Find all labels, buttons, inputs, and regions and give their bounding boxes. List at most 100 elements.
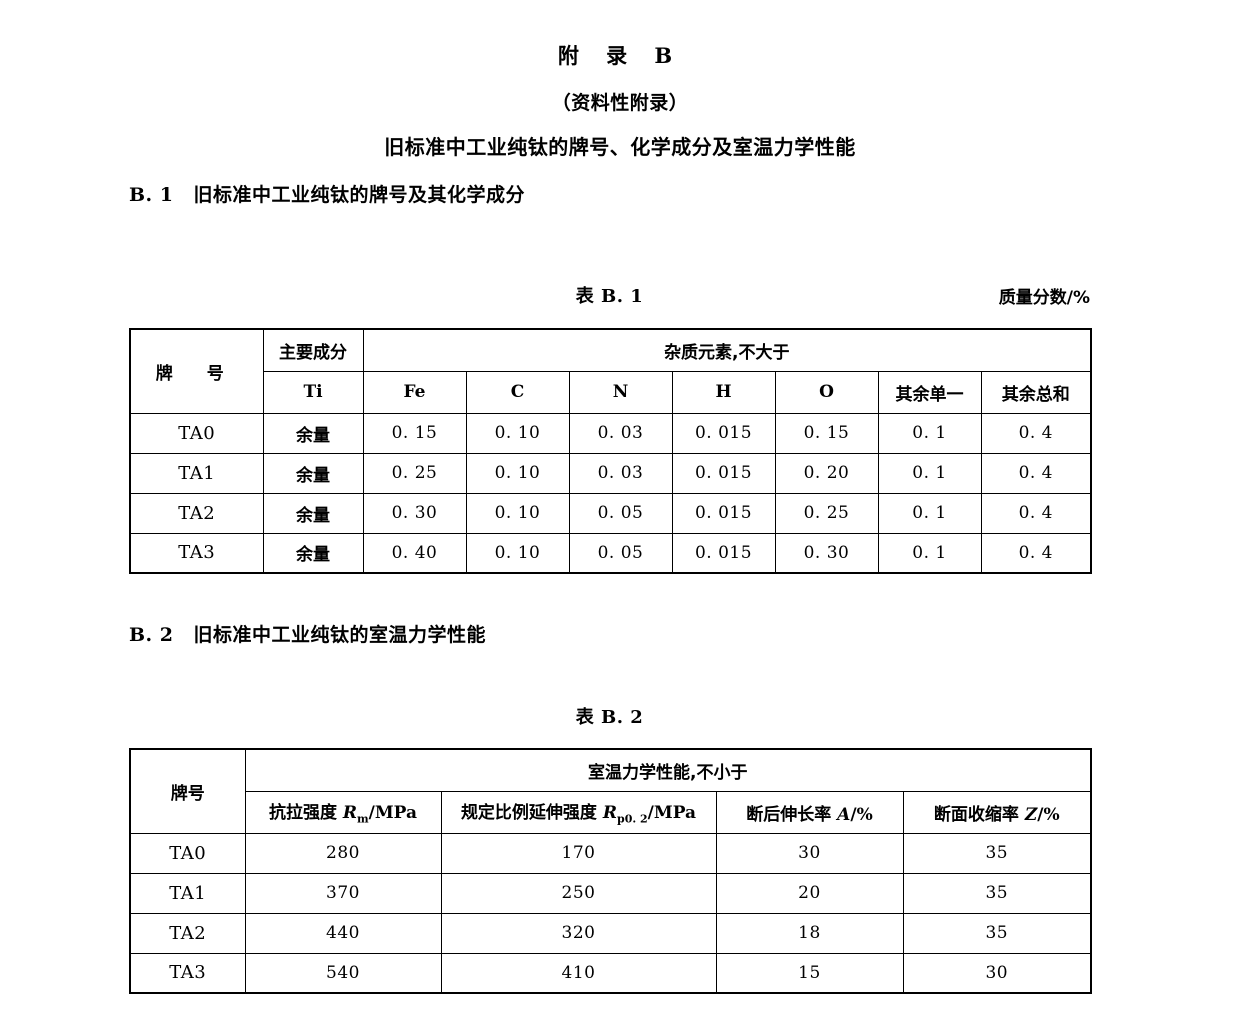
table-b1-cell-n: 0. 03: [568, 452, 673, 494]
table-b1-col-fe: Fe: [362, 370, 467, 414]
table-b1-cell-other-total: 0. 4: [980, 412, 1092, 454]
table-b2-cell-grade: TA2: [129, 912, 246, 954]
table-b1-cell-grade: TA0: [129, 412, 264, 454]
table-b1-row: TA1 余量 0. 25 0. 10 0. 03 0. 015 0. 20 0.…: [129, 452, 1092, 494]
table-b2-cell-proof: 410: [440, 952, 717, 994]
table-b1-cell-o: 0. 15: [774, 412, 879, 454]
table-b1-col-n: N: [568, 370, 673, 414]
table-b1-cell-other-total: 0. 4: [980, 532, 1092, 574]
table-b2-cell-reduction: 35: [902, 872, 1092, 914]
table-b1-row: TA3 余量 0. 40 0. 10 0. 05 0. 015 0. 30 0.…: [129, 532, 1092, 574]
table-b1-cell-ti: 余量: [262, 452, 364, 494]
table-b1-cell-fe: 0. 15: [362, 412, 467, 454]
table-b2-cell-grade: TA3: [129, 952, 246, 994]
table-b2-cell-elongation: 30: [715, 832, 904, 874]
table-b1: 牌 号 主要成分 杂质元素,不大于 Ti Fe C N H O 其余单一 其余总…: [129, 328, 1093, 574]
table-b1-col-other-single: 其余单一: [877, 370, 982, 414]
table-b1-cell-other-single: 0. 1: [877, 492, 982, 534]
table-b2-col-elong-prefix: 断后伸长率: [746, 804, 838, 825]
table-b1-header-main-component: 主要成分: [262, 328, 364, 372]
table-b1-cell-h: 0. 015: [671, 532, 776, 574]
table-b1-cell-fe: 0. 30: [362, 492, 467, 534]
table-b1-cell-ti: 余量: [262, 412, 364, 454]
table-b2-cell-grade: TA1: [129, 872, 246, 914]
table-b1-caption: 表 B. 1: [575, 286, 644, 307]
table-b1-cell-fe: 0. 25: [362, 452, 467, 494]
table-b1-cell-n: 0. 05: [568, 532, 673, 574]
table-b1-header-grade: 牌 号: [129, 328, 264, 414]
table-b2-header-grade: 牌号: [129, 748, 246, 834]
table-b2-row: TA1 370 250 20 35: [129, 872, 1092, 914]
table-b1-cell-c: 0. 10: [465, 452, 570, 494]
table-b2-col-proof-sub: p0. 2: [617, 812, 648, 826]
table-b1-cell-n: 0. 05: [568, 492, 673, 534]
table-b1-col-c: C: [465, 370, 570, 414]
section-number-b2: B. 2: [129, 624, 174, 646]
table-b2-col-elong-symbol: A: [837, 804, 851, 825]
table-b1-cell-o: 0. 25: [774, 492, 879, 534]
section-title-b1: 旧标准中工业纯钛的牌号及其化学成分: [193, 184, 526, 206]
table-b2-cell-elongation: 20: [715, 872, 904, 914]
table-b1-col-h: H: [671, 370, 776, 414]
table-b2-col-reduct-unit: /%: [1037, 804, 1060, 825]
table-b2-caption: 表 B. 2: [575, 707, 644, 728]
table-b2-row: TA2 440 320 18 35: [129, 912, 1092, 954]
table-b1-cell-grade: TA3: [129, 532, 264, 574]
table-b2-col-proof-strength: 规定比例延伸强度 Rp0. 2/MPa: [440, 790, 717, 834]
table-b1-cell-ti: 余量: [262, 492, 364, 534]
table-b1-cell-c: 0. 10: [465, 412, 570, 454]
table-b1-cell-other-single: 0. 1: [877, 412, 982, 454]
table-b1-cell-ti: 余量: [262, 532, 364, 574]
table-b1-cell-other-total: 0. 4: [980, 492, 1092, 534]
table-b1-cell-fe: 0. 40: [362, 532, 467, 574]
table-b1-cell-h: 0. 015: [671, 452, 776, 494]
table-b2-cell-tensile: 540: [244, 952, 442, 994]
table-b2-row: TA3 540 410 15 30: [129, 952, 1092, 994]
table-b2-row: TA0 280 170 30 35: [129, 832, 1092, 874]
table-b1-cell-c: 0. 10: [465, 492, 570, 534]
table-b2-cell-elongation: 18: [715, 912, 904, 954]
table-b2-cell-proof: 170: [440, 832, 717, 874]
section-heading-b1: B. 1 旧标准中工业纯钛的牌号及其化学成分: [129, 180, 525, 207]
table-b1-col-ti: Ti: [262, 370, 364, 414]
table-b2-cell-reduction: 35: [902, 912, 1092, 954]
table-b1-cell-c: 0. 10: [465, 532, 570, 574]
table-b1-cell-other-single: 0. 1: [877, 452, 982, 494]
table-b2-col-elong-unit: /%: [850, 804, 873, 825]
table-b2-col-tensile-symbol: R: [342, 803, 358, 824]
table-b2-col-proof-unit: /MPa: [647, 803, 697, 824]
table-b2-col-tensile-unit: /MPa: [368, 803, 418, 824]
section-heading-b2: B. 2 旧标准中工业纯钛的室温力学性能: [129, 620, 486, 647]
table-b1-cell-o: 0. 20: [774, 452, 879, 494]
table-b2-cell-proof: 320: [440, 912, 717, 954]
section-title-b2: 旧标准中工业纯钛的室温力学性能: [193, 624, 487, 646]
table-b2-cell-reduction: 30: [902, 952, 1092, 994]
table-b1-cell-h: 0. 015: [671, 412, 776, 454]
table-b1-cell-other-single: 0. 1: [877, 532, 982, 574]
section-number-b1: B. 1: [129, 184, 174, 206]
table-b2-cell-tensile: 440: [244, 912, 442, 954]
table-b1-row: TA0 余量 0. 15 0. 10 0. 03 0. 015 0. 15 0.…: [129, 412, 1092, 454]
table-b1-unit-note: 质量分数/%: [998, 288, 1090, 308]
table-b2-cell-tensile: 370: [244, 872, 442, 914]
table-b1-cell-n: 0. 03: [568, 412, 673, 454]
table-b2-col-elongation: 断后伸长率 A/%: [715, 790, 904, 834]
table-b2-col-reduct-symbol: Z: [1024, 804, 1038, 825]
table-b2-cell-tensile: 280: [244, 832, 442, 874]
table-b2-col-proof-symbol: R: [602, 803, 617, 824]
table-b1-header-impurity-group: 杂质元素,不大于: [362, 328, 1092, 372]
table-b2-cell-grade: TA0: [129, 832, 246, 874]
table-b2-cell-elongation: 15: [715, 952, 904, 994]
table-b2-col-reduction: 断面收缩率 Z/%: [902, 790, 1092, 834]
table-b1-cell-o: 0. 30: [774, 532, 879, 574]
table-b2-col-proof-prefix: 规定比例延伸强度: [460, 803, 603, 824]
table-b2-cell-reduction: 35: [902, 832, 1092, 874]
table-b2-col-tensile-sub: m: [357, 812, 369, 826]
table-b2-col-tensile-prefix: 抗拉强度: [268, 803, 343, 824]
table-b2-cell-proof: 250: [440, 872, 717, 914]
table-b2-caption-row: 表 B. 2: [129, 703, 1090, 729]
table-b2-col-reduct-prefix: 断面收缩率: [933, 804, 1025, 825]
table-b1-row: TA2 余量 0. 30 0. 10 0. 05 0. 015 0. 25 0.…: [129, 492, 1092, 534]
table-b1-caption-row: 表 B. 1 质量分数/%: [129, 282, 1090, 308]
